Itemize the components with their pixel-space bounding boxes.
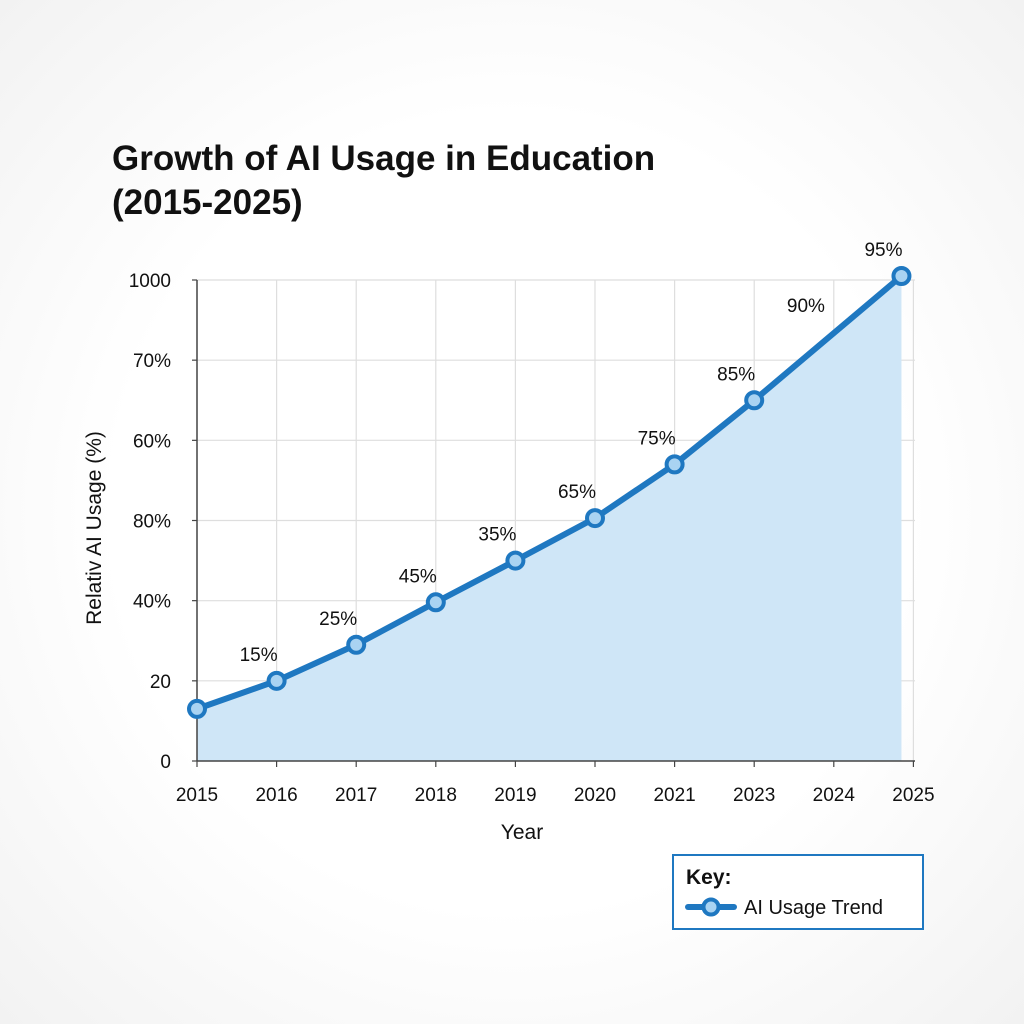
data-point [744, 390, 765, 411]
x-tick-label: 2024 [813, 785, 856, 806]
data-point [346, 634, 367, 655]
x-tick-label: 2015 [176, 785, 218, 806]
x-tick-label: 2019 [494, 785, 536, 806]
y-tick-label: 60% [133, 431, 171, 452]
area-fill [197, 275, 902, 761]
data-point [585, 508, 605, 529]
chart-title-line-2: (2015-2025) [112, 183, 303, 222]
data-label: 65% [558, 482, 596, 503]
y-axis-label: Relativ AI Usage (%) [83, 431, 106, 625]
legend-marker [701, 897, 721, 917]
data-label: 25% [319, 609, 357, 630]
x-tick-label: 2025 [892, 785, 934, 806]
x-tick-label: 2017 [335, 785, 377, 806]
data-label: 35% [478, 525, 516, 546]
legend-title: Key: [686, 866, 732, 889]
chart-title-line-1: Growth of AI Usage in Education [112, 139, 655, 178]
series-points [187, 265, 912, 719]
y-tick-label: 20 [150, 672, 171, 693]
legend: Key: AI Usage Trend [672, 854, 924, 930]
legend-box [672, 854, 924, 930]
data-label: 95% [864, 240, 902, 261]
data-label: 85% [717, 364, 755, 385]
y-tick-label: 40% [133, 592, 171, 613]
data-point [425, 592, 446, 613]
y-tick-label: 70% [133, 351, 171, 372]
x-axis-label: Year [501, 821, 543, 844]
x-tick-label: 2021 [653, 785, 695, 806]
y-tick-label: 80% [133, 512, 171, 533]
y-ticks: 0 20 40% 80% 60% 70% 1000 [129, 271, 197, 773]
data-point [505, 550, 526, 571]
data-point [891, 265, 912, 286]
x-ticks: 2015 2016 2017 2018 2019 2020 2021 2023 2024 2025 [176, 761, 935, 806]
data-point [664, 454, 685, 475]
data-label: 15% [240, 645, 278, 666]
x-tick-label: 2023 [733, 785, 775, 806]
data-point [187, 698, 207, 719]
y-tick-label: 1000 [129, 271, 171, 292]
data-label: 75% [638, 428, 676, 449]
x-tick-label: 2018 [415, 785, 457, 806]
data-label: 90% [787, 296, 825, 317]
data-label: 45% [399, 566, 437, 587]
data-point [266, 670, 287, 691]
x-tick-label: 2016 [255, 785, 297, 806]
data-labels: 15% 25% 45% 35% 65% 75% 85% 95% 90% [240, 240, 903, 666]
y-tick-label: 0 [160, 752, 171, 773]
legend-label: AI Usage Trend [744, 897, 883, 919]
x-tick-label: 2020 [574, 785, 616, 806]
